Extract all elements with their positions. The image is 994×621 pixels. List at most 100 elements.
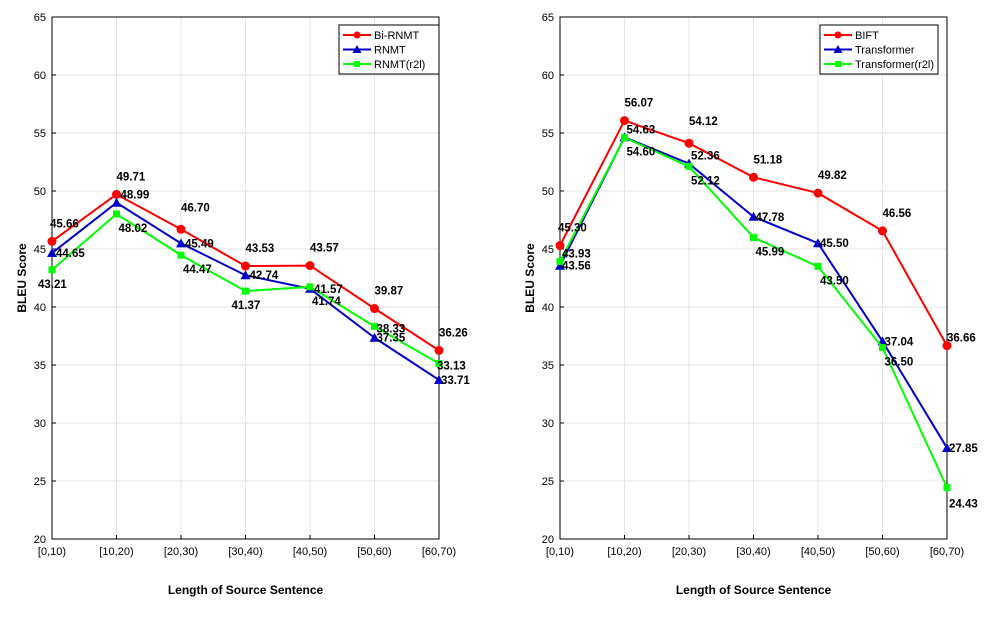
data-point-triangle bbox=[942, 442, 952, 452]
y-tick-label: 35 bbox=[542, 360, 554, 372]
x-tick-label: [40,50) bbox=[293, 546, 327, 558]
legend-label: RNMT(r2l) bbox=[374, 59, 425, 71]
data-point-triangle bbox=[111, 197, 122, 207]
data-point-circle bbox=[434, 345, 444, 355]
x-tick-label: [50,60) bbox=[865, 546, 899, 558]
data-point-square bbox=[435, 359, 443, 367]
x-tick-label: [0,10) bbox=[546, 546, 574, 558]
y-tick-label: 50 bbox=[34, 186, 46, 198]
data-point-square bbox=[750, 234, 757, 242]
data-label: 43.57 bbox=[310, 243, 339, 255]
legend-label: RNMT bbox=[374, 45, 406, 57]
data-label: 52.12 bbox=[691, 175, 720, 187]
y-tick-label: 30 bbox=[34, 418, 46, 430]
data-label: 41.37 bbox=[232, 300, 261, 312]
data-labels-rnmt: 44.65 48.99 45.49 42.74 41.57 37.35 33.71 bbox=[56, 190, 470, 387]
data-label: 43.93 bbox=[562, 248, 591, 260]
y-axis-label: BLEU Score bbox=[15, 243, 29, 313]
data-label: 54.60 bbox=[627, 147, 656, 159]
y-tick-label: 40 bbox=[542, 302, 554, 314]
data-point-circle bbox=[47, 236, 57, 246]
y-tick-label: 60 bbox=[34, 70, 46, 82]
data-label: 27.85 bbox=[949, 443, 978, 455]
y-tick-label: 45 bbox=[34, 244, 46, 256]
data-label: 36.50 bbox=[885, 357, 914, 369]
legend-marker-circle bbox=[353, 31, 361, 39]
data-point-triangle bbox=[555, 260, 565, 270]
data-label: 41.57 bbox=[314, 284, 343, 296]
data-label: 41.74 bbox=[312, 296, 341, 308]
legend-label: Transformer(r2l) bbox=[855, 59, 934, 71]
x-tick-label: [30,40) bbox=[228, 546, 262, 558]
data-point-circle bbox=[241, 261, 250, 271]
data-point-square bbox=[48, 266, 56, 274]
legend: Bi-RNMT RNMT RNMT(r2l) bbox=[338, 24, 440, 75]
data-point-triangle bbox=[47, 248, 57, 258]
y-tick-label: 65 bbox=[34, 12, 46, 24]
data-label: 36.26 bbox=[439, 327, 468, 339]
y-tick-label: 45 bbox=[542, 244, 554, 256]
data-label: 47.78 bbox=[756, 212, 785, 224]
data-label: 49.71 bbox=[117, 171, 146, 183]
data-point-square bbox=[371, 322, 378, 330]
x-tick-label: [0,10) bbox=[38, 546, 66, 558]
data-point-circle bbox=[176, 224, 186, 234]
data-label: 38.33 bbox=[377, 323, 406, 335]
data-point-triangle bbox=[369, 332, 380, 342]
data-labels-rnmt-r2l-: 43.21 48.02 44.47 41.37 41.74 38.33 33.13 bbox=[38, 223, 466, 373]
x-axis-label: Length of Source Sentence bbox=[676, 583, 832, 597]
data-labels-transformer: 43.56 54.63 52.36 47.78 45.50 37.04 27.85 bbox=[562, 124, 978, 455]
data-label: 51.18 bbox=[754, 154, 783, 166]
y-tick-label: 25 bbox=[34, 476, 46, 488]
x-tick-label: [10,20) bbox=[607, 546, 641, 558]
series-bift bbox=[555, 116, 952, 351]
series-rnmt-r2l- bbox=[48, 210, 443, 367]
data-label: 43.53 bbox=[246, 243, 275, 255]
data-point-square bbox=[306, 283, 314, 291]
x-tick-label: [60,70) bbox=[930, 546, 964, 558]
series-bi-rnmt bbox=[47, 189, 444, 355]
legend-marker-square bbox=[354, 61, 360, 67]
x-tick-label: [30,40) bbox=[736, 546, 770, 558]
y-tick-label: 20 bbox=[542, 534, 554, 546]
chart-panel-2: 20 25 30 35 40 45 50 55 60 65 [0,10) [10,20) [20,30)… bbox=[523, 12, 978, 597]
x-tick-label: [60,70) bbox=[422, 546, 456, 558]
y-tick-label: 20 bbox=[34, 534, 46, 546]
data-point-circle bbox=[813, 188, 823, 198]
data-point-triangle bbox=[176, 238, 186, 248]
x-tick-label: [10,20) bbox=[99, 546, 133, 558]
data-point-circle bbox=[684, 138, 694, 148]
data-label: 44.65 bbox=[56, 248, 85, 260]
x-tick-label: [50,60) bbox=[357, 546, 391, 558]
y-tick-label: 50 bbox=[542, 186, 554, 198]
y-tick-label: 35 bbox=[34, 360, 46, 372]
data-label: 44.47 bbox=[183, 264, 212, 276]
y-tick-label: 25 bbox=[542, 476, 554, 488]
y-tick-label: 55 bbox=[34, 128, 46, 140]
x-tick-label: [40,50) bbox=[801, 546, 835, 558]
y-tick-label: 65 bbox=[542, 12, 554, 24]
data-label: 46.56 bbox=[883, 208, 912, 220]
data-label: 45.49 bbox=[185, 238, 214, 250]
data-point-square bbox=[556, 257, 564, 265]
data-point-triangle bbox=[434, 374, 444, 384]
data-label: 33.13 bbox=[437, 360, 466, 372]
legend-marker-triangle bbox=[833, 45, 843, 53]
data-point-circle bbox=[305, 261, 315, 271]
legend-label: Bi-RNMT bbox=[374, 30, 419, 42]
data-label: 36.66 bbox=[947, 333, 976, 345]
data-label: 39.87 bbox=[375, 286, 404, 298]
data-point-square bbox=[113, 210, 120, 218]
legend: BIFT Transformer Transformer(r2l) bbox=[819, 24, 939, 75]
y-axis-label: BLEU Score bbox=[523, 243, 537, 313]
data-label: 43.56 bbox=[562, 261, 591, 273]
data-label: 43.21 bbox=[38, 279, 67, 291]
data-label: 45.30 bbox=[558, 223, 587, 235]
data-labels-bi-rnmt: 45.66 49.71 46.70 43.53 43.57 39.87 36.26 bbox=[50, 171, 468, 339]
data-point-circle bbox=[112, 189, 121, 199]
data-point-square bbox=[879, 344, 886, 352]
data-point-triangle bbox=[240, 270, 251, 280]
series-transformer-r2l- bbox=[556, 134, 951, 492]
data-label: 37.04 bbox=[885, 336, 914, 348]
data-labels-transformer-r2l-: 43.93 54.60 52.12 45.99 43.50 36.50 24.43 bbox=[562, 147, 978, 511]
